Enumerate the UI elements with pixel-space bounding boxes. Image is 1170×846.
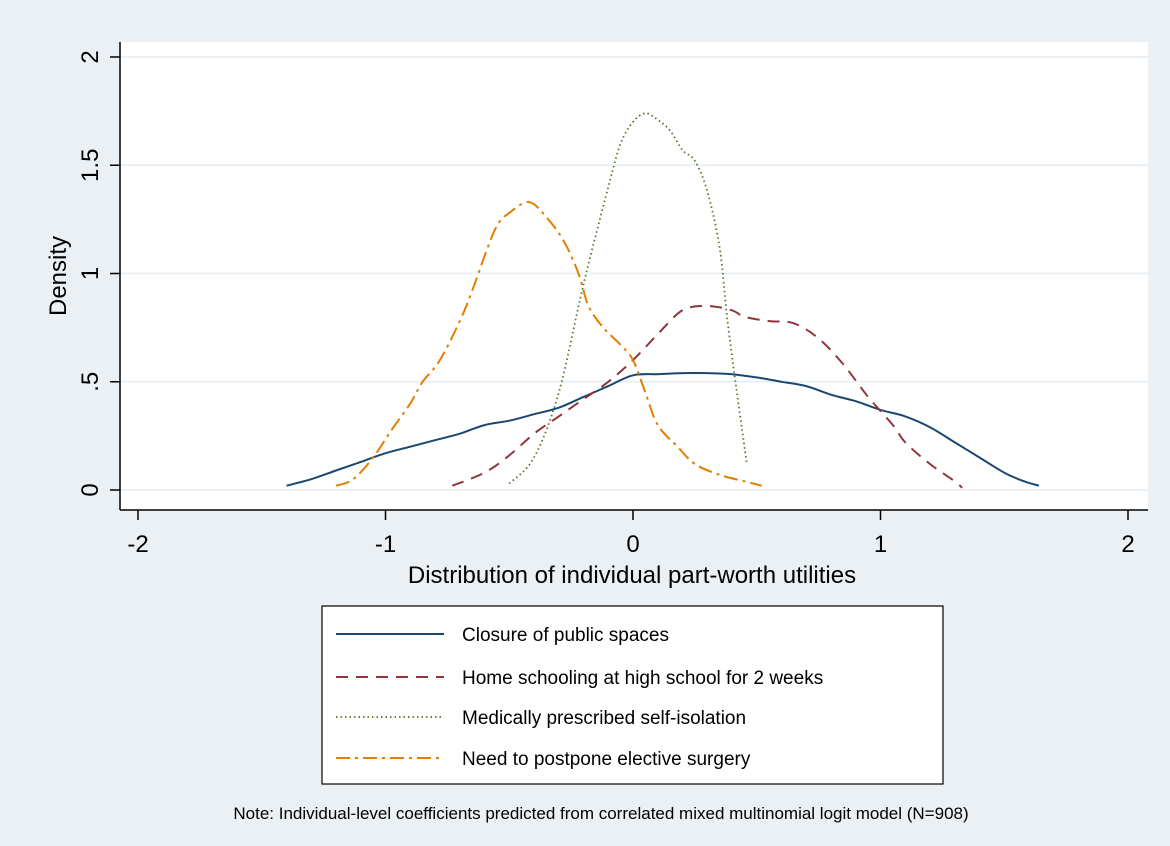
y-axis-title: Density [45,236,72,316]
x-tick-label-2: 0 [626,531,639,558]
legend: Closure of public spaces Home schooling … [321,605,944,785]
plot-area [120,42,1148,510]
legend-box [321,605,944,785]
gridlines [120,56,1148,491]
x-axis-title: Distribution of individual part-worth ut… [408,562,856,589]
legend-label-home-schooling: Home schooling at high school for 2 week… [462,668,823,689]
x-tick-label-0: -2 [127,531,148,558]
x-ticks: -2 -1 0 1 2 [127,510,1135,558]
y-tick-label-3: 1.5 [77,149,104,182]
legend-label-closure: Closure of public spaces [462,625,669,646]
y-ticks: 0 .5 1 1.5 2 [77,50,120,497]
x-tick-label-4: 2 [1121,531,1134,558]
x-tick-label-1: -1 [375,531,396,558]
x-tick-label-3: 1 [874,531,887,558]
curve-home-schooling [451,304,963,489]
y-tick-label-4: 2 [77,50,104,63]
curve-self-isolation [508,112,748,485]
legend-label-elective-surgery: Need to postpone elective surgery [462,749,751,770]
y-tick-label-2: 1 [77,267,104,280]
curve-closure-public-spaces [286,371,1040,487]
figure-note: Note: Individual-level coefficients pred… [233,804,968,823]
y-tick-label-1: .5 [77,372,104,392]
y-tick-label-0: 0 [77,483,104,496]
legend-label-self-isolation: Medically prescribed self-isolation [462,708,746,729]
density-curves [286,112,1040,489]
curve-elective-surgery [335,201,762,487]
